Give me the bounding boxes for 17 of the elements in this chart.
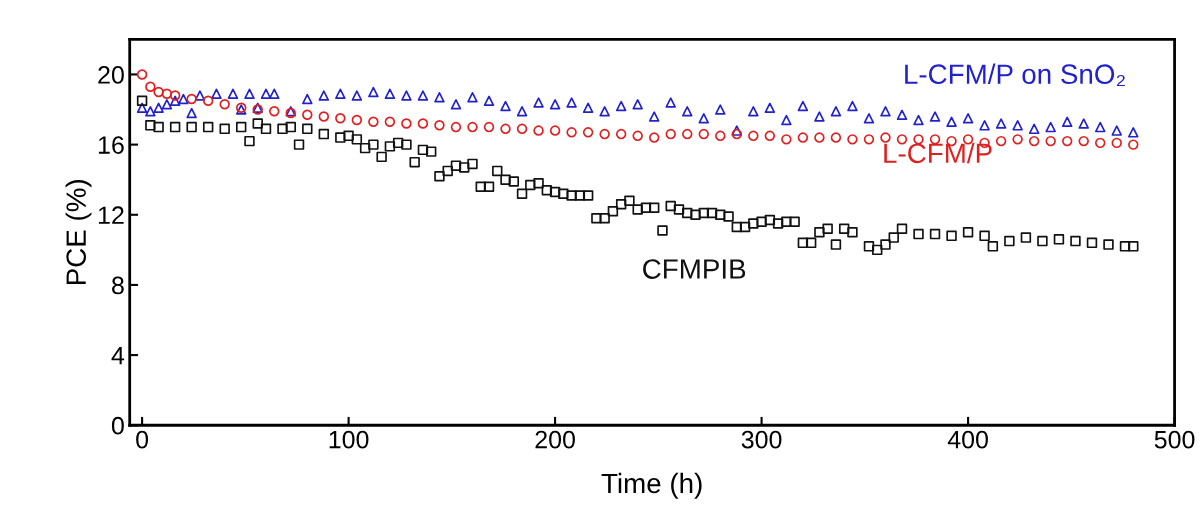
x-tick-label: 400 [947, 430, 988, 449]
y-tick-label: 0 [111, 416, 124, 435]
x-tick-label: 100 [329, 430, 369, 449]
series-label: L-CFM/P [884, 142, 992, 164]
series-label: L-CFM/P on SnO₂ [905, 63, 1125, 87]
series-label: CFMPIB [643, 259, 746, 279]
x-tick-label: 300 [741, 430, 782, 449]
x-axis-title: Time (h) [601, 472, 702, 499]
x-tick-label: 0 [136, 430, 149, 449]
y-tick-label: 4 [111, 346, 125, 365]
y-tick-label: 12 [98, 206, 124, 224]
y-tick-label: 20 [98, 66, 124, 84]
x-tick-label: 500 [1154, 430, 1195, 449]
y-tick-label: 8 [112, 276, 124, 295]
x-tick-label: 200 [535, 430, 575, 449]
y-tick-label: 16 [98, 136, 124, 154]
y-axis-title: PCE (%) [65, 180, 92, 285]
